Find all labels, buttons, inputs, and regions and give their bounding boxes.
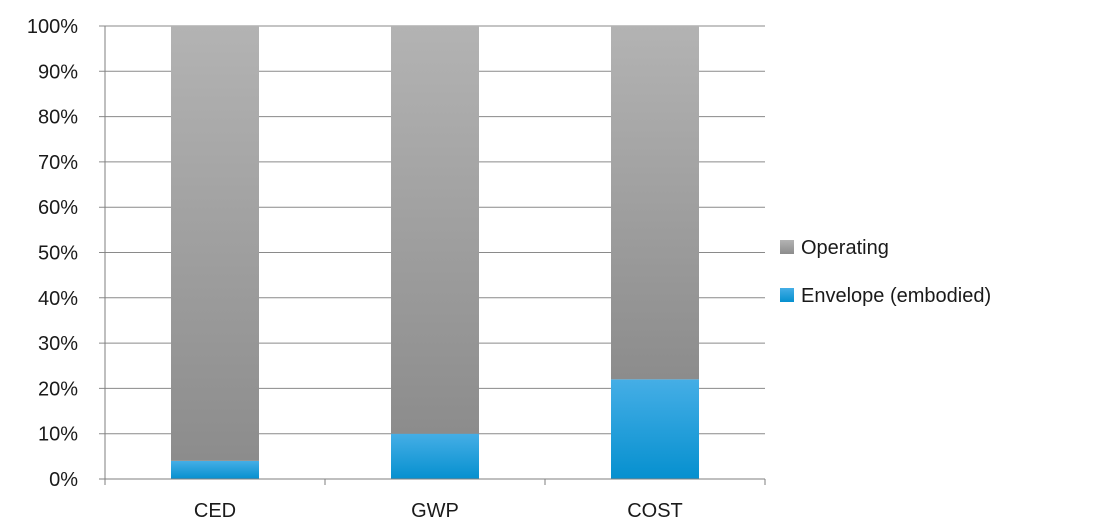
y-tick-label: 80% [38,107,78,129]
legend-label: Operating [801,237,889,259]
bar-envelope-embodied-ced [171,460,259,479]
y-tick-label: 30% [38,333,78,355]
y-axis-ticks: 0% 10% 20% 30% 40% 50% 60% 70% 80% 90% 100% [27,16,78,491]
y-tick-label: 50% [38,243,78,265]
legend-swatch [780,288,794,302]
legend-label: Envelope (embodied) [801,285,991,307]
x-category-label: COST [627,500,683,522]
bar-operating-gwp [391,26,479,434]
bar-envelope-embodied-gwp [391,433,479,479]
bar-operating-cost [611,26,699,380]
x-category-label: GWP [411,500,459,522]
legend: Operating Envelope (embodied) [780,237,991,307]
bars [171,26,699,479]
y-tick-label: 90% [38,61,78,83]
y-tick-label: 0% [49,469,78,491]
y-tick-label: 40% [38,288,78,310]
y-tick-label: 60% [38,197,78,219]
y-tick-label: 70% [38,152,78,174]
y-tick-label: 20% [38,378,78,400]
legend-swatch [780,240,794,254]
bar-operating-ced [171,26,259,461]
x-category-label: CED [194,500,236,522]
y-tick-label: 10% [38,424,78,446]
x-axis-labels: CED GWP COST [104,479,766,522]
y-tick-label: 100% [27,16,78,38]
bar-envelope-embodied-cost [611,379,699,479]
